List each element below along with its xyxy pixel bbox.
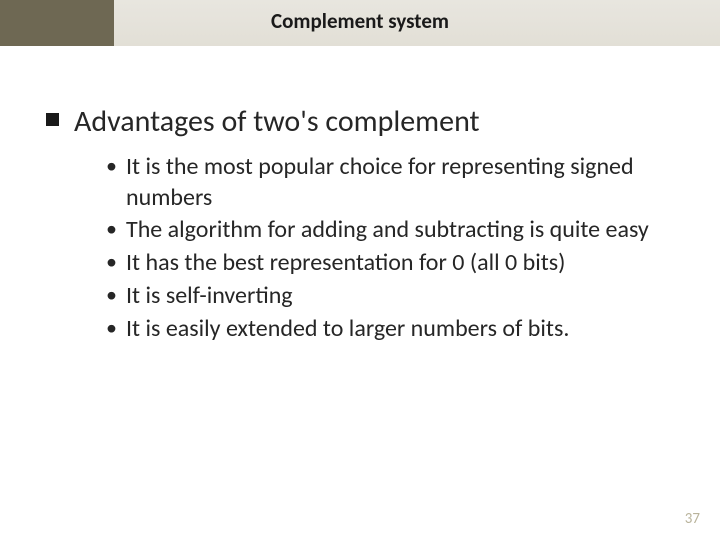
content-area: Advantages of two's complement It is the… <box>0 46 720 344</box>
sub-bullet-list: It is the most popular choice for repres… <box>106 152 684 344</box>
list-item: The algorithm for adding and subtracting… <box>106 215 684 246</box>
list-item: It is self-inverting <box>106 281 684 312</box>
list-item: It has the best representation for 0 (al… <box>106 248 684 279</box>
slide-title: Complement system <box>0 8 720 34</box>
main-heading: Advantages of two's complement <box>46 104 684 140</box>
list-item: It is the most popular choice for repres… <box>106 152 684 213</box>
list-item: It is easily extended to larger numbers … <box>106 314 684 345</box>
header-bar: Complement system <box>0 0 720 46</box>
slide-number: 37 <box>685 510 700 528</box>
